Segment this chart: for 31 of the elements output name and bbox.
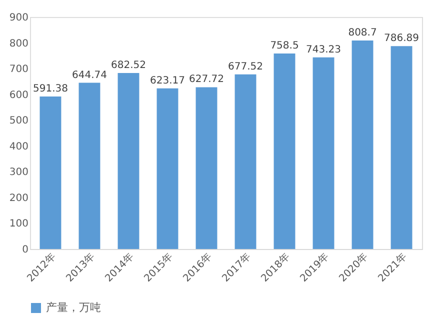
data-label: 786.89 (384, 33, 420, 44)
y-tick-label: 700 (9, 64, 28, 76)
data-label: 623.17 (150, 75, 185, 86)
bar (274, 53, 296, 249)
y-tick-label: 100 (9, 218, 28, 230)
data-label: 758.5 (270, 40, 299, 52)
bar (196, 87, 218, 249)
y-tick-label: 300 (9, 167, 28, 178)
bar (234, 74, 256, 249)
bar (312, 57, 334, 249)
y-tick-label: 400 (9, 141, 28, 152)
data-label: 808.7 (348, 28, 377, 39)
y-tick-label: 800 (9, 38, 28, 50)
data-label: 743.23 (306, 44, 342, 56)
data-label: 644.74 (72, 70, 107, 81)
data-label: 682.52 (110, 60, 146, 72)
bar (40, 96, 62, 249)
bar (390, 46, 412, 249)
bar (118, 73, 140, 249)
data-label: 591.38 (32, 84, 68, 95)
bar (78, 82, 100, 249)
bar (352, 40, 374, 249)
y-tick-label: 900 (9, 12, 28, 24)
y-tick-label: 200 (9, 192, 28, 204)
y-tick-label: 600 (9, 90, 28, 101)
y-tick-label: 500 (9, 116, 28, 127)
y-tick-label: 0 (22, 244, 28, 256)
bar (156, 88, 178, 249)
data-label: 627.72 (189, 74, 224, 86)
data-label: 677.52 (228, 61, 264, 72)
legend-label: 产量，万吨 (46, 301, 101, 314)
